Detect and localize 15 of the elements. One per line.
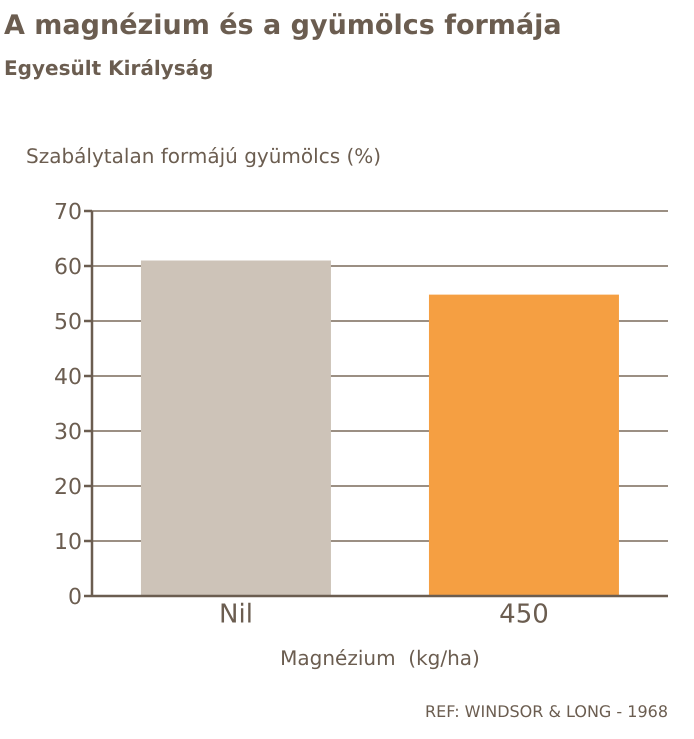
x-tick-label: 450 xyxy=(499,599,549,630)
text: REF: WINDSOR & LONG - 1968 xyxy=(425,702,668,721)
y-tick-label: 10 xyxy=(54,530,82,555)
y-tick-label: 50 xyxy=(54,310,82,335)
chart-title: A magnézium és a gyümölcs formája xyxy=(4,10,562,41)
x-axis-title: Magnézium (kg/ha) xyxy=(279,646,481,670)
y-axis-title: Szabálytalan formájú gyümölcs (%) xyxy=(26,144,382,168)
x-tick-label: Nil xyxy=(219,599,253,630)
chart-subtitle: Egyesült Királyság xyxy=(4,56,214,80)
y-tick-label: 0 xyxy=(68,584,82,610)
y-tick-label: 60 xyxy=(54,254,82,280)
y-tick-label: 70 xyxy=(54,200,82,225)
y-tick-label: 40 xyxy=(54,364,82,390)
y-tick-label: 30 xyxy=(54,420,82,445)
y-tick-label: 20 xyxy=(54,474,82,500)
